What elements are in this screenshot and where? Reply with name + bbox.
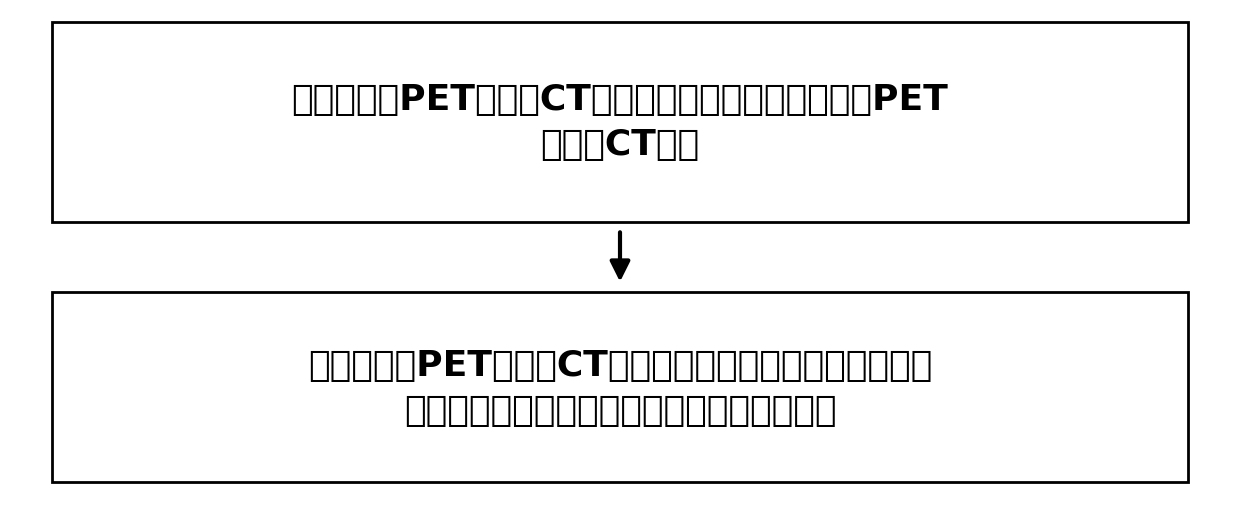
Text: 取和得分图重建，得到鼻咍癌病炕分割结果图: 取和得分图重建，得到鼻咍癌病炕分割结果图	[404, 393, 836, 427]
FancyBboxPatch shape	[52, 23, 1188, 223]
Text: 图像和CT图像: 图像和CT图像	[541, 128, 699, 162]
Text: 对鼻咍癌的PET图像和CT图像进行配准，得到配准后的PET: 对鼻咍癌的PET图像和CT图像进行配准，得到配准后的PET	[291, 83, 949, 117]
FancyBboxPatch shape	[52, 292, 1188, 482]
Text: 将配准后的PET图像和CT图像输入卷积神经网络进行特征提: 将配准后的PET图像和CT图像输入卷积神经网络进行特征提	[308, 348, 932, 382]
